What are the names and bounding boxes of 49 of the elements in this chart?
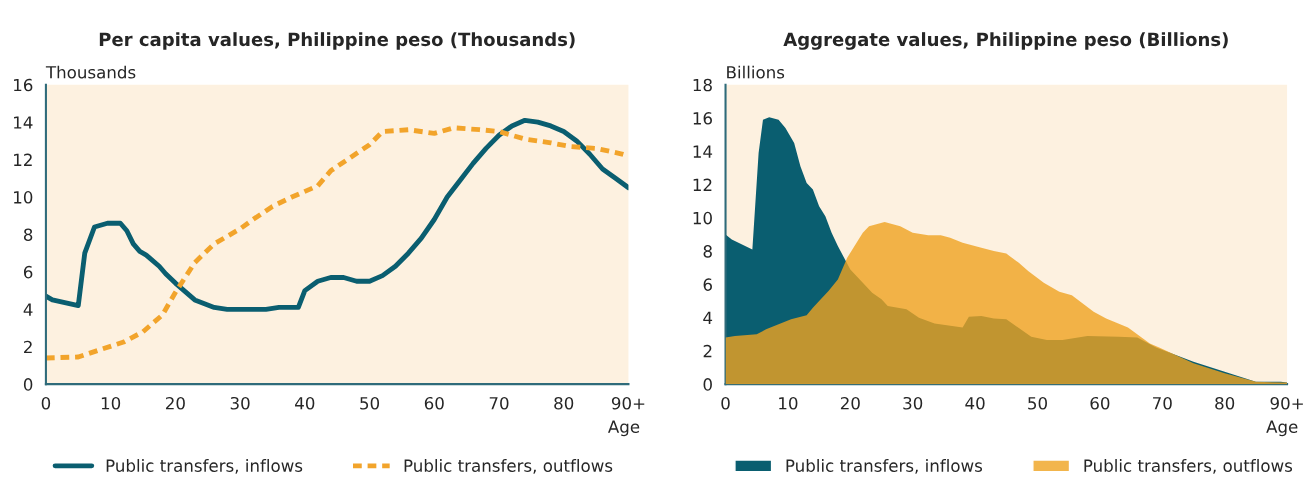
y-tick-label: 2: [703, 344, 712, 358]
y-axis-title: Thousands: [45, 65, 136, 79]
y-tick-label: 10: [14, 191, 33, 204]
y-tick-label: 8: [23, 228, 33, 242]
x-tick-label: 30: [903, 396, 923, 410]
x-tick-label: 20: [840, 396, 860, 410]
y-tick-label: 6: [23, 265, 33, 279]
x-tick-label: 60: [424, 396, 444, 410]
y-tick-label: 8: [703, 245, 712, 258]
y-tick-label: 4: [703, 311, 713, 324]
x-tick-label: 40: [295, 396, 315, 410]
y-tick-label: 16: [14, 78, 33, 92]
y-tick-label: 2: [24, 340, 32, 354]
y-tick-label: 0: [23, 378, 33, 391]
x-tick-label: 0: [721, 396, 730, 410]
legend-label: Public transfers, inflows: [106, 459, 303, 474]
x-axis-title: Age: [607, 420, 640, 437]
x-axis-title: Age: [1266, 420, 1298, 437]
x-tick-label: 10: [779, 396, 798, 410]
y-tick-label: 14: [14, 116, 33, 129]
x-tick-label: 20: [165, 396, 185, 410]
y-axis-title: Billions: [727, 65, 785, 79]
x-tick-label: 70: [1153, 396, 1172, 410]
x-tick-label: 50: [360, 396, 380, 410]
chart-title: Aggregate values, Philippine peso (Billions): [783, 32, 1228, 50]
y-tick-label: 12: [693, 178, 712, 191]
x-tick-label: 60: [1090, 396, 1110, 410]
x-tick-label: 30: [230, 396, 250, 410]
y-tick-label: 4: [23, 303, 33, 316]
x-tick-label: 80: [1215, 396, 1235, 410]
legend-label: Public transfers, outflows: [404, 459, 613, 474]
y-tick-label: 18: [693, 78, 712, 92]
x-tick-label: 90+: [1270, 396, 1303, 410]
x-tick-label: 50: [1028, 396, 1047, 410]
y-tick-label: 16: [693, 112, 712, 125]
x-tick-label: 70: [489, 396, 509, 410]
y-tick-label: 0: [703, 378, 712, 391]
x-tick-label: 80: [554, 396, 574, 410]
x-tick-label: 10: [101, 396, 121, 410]
x-tick-label: 90+: [611, 396, 645, 410]
y-tick-label: 12: [14, 153, 32, 166]
y-tick-label: 10: [693, 211, 712, 225]
chart-title: Per capita values, Philippine peso (Thousands): [99, 32, 575, 50]
x-tick-label: 40: [965, 396, 985, 410]
legend-label: Public transfers, inflows: [786, 459, 983, 474]
x-tick-label: 0: [41, 396, 51, 410]
y-tick-label: 6: [703, 278, 712, 291]
y-tick-label: 14: [693, 145, 713, 158]
legend-label: Public transfers, outflows: [1084, 459, 1293, 474]
